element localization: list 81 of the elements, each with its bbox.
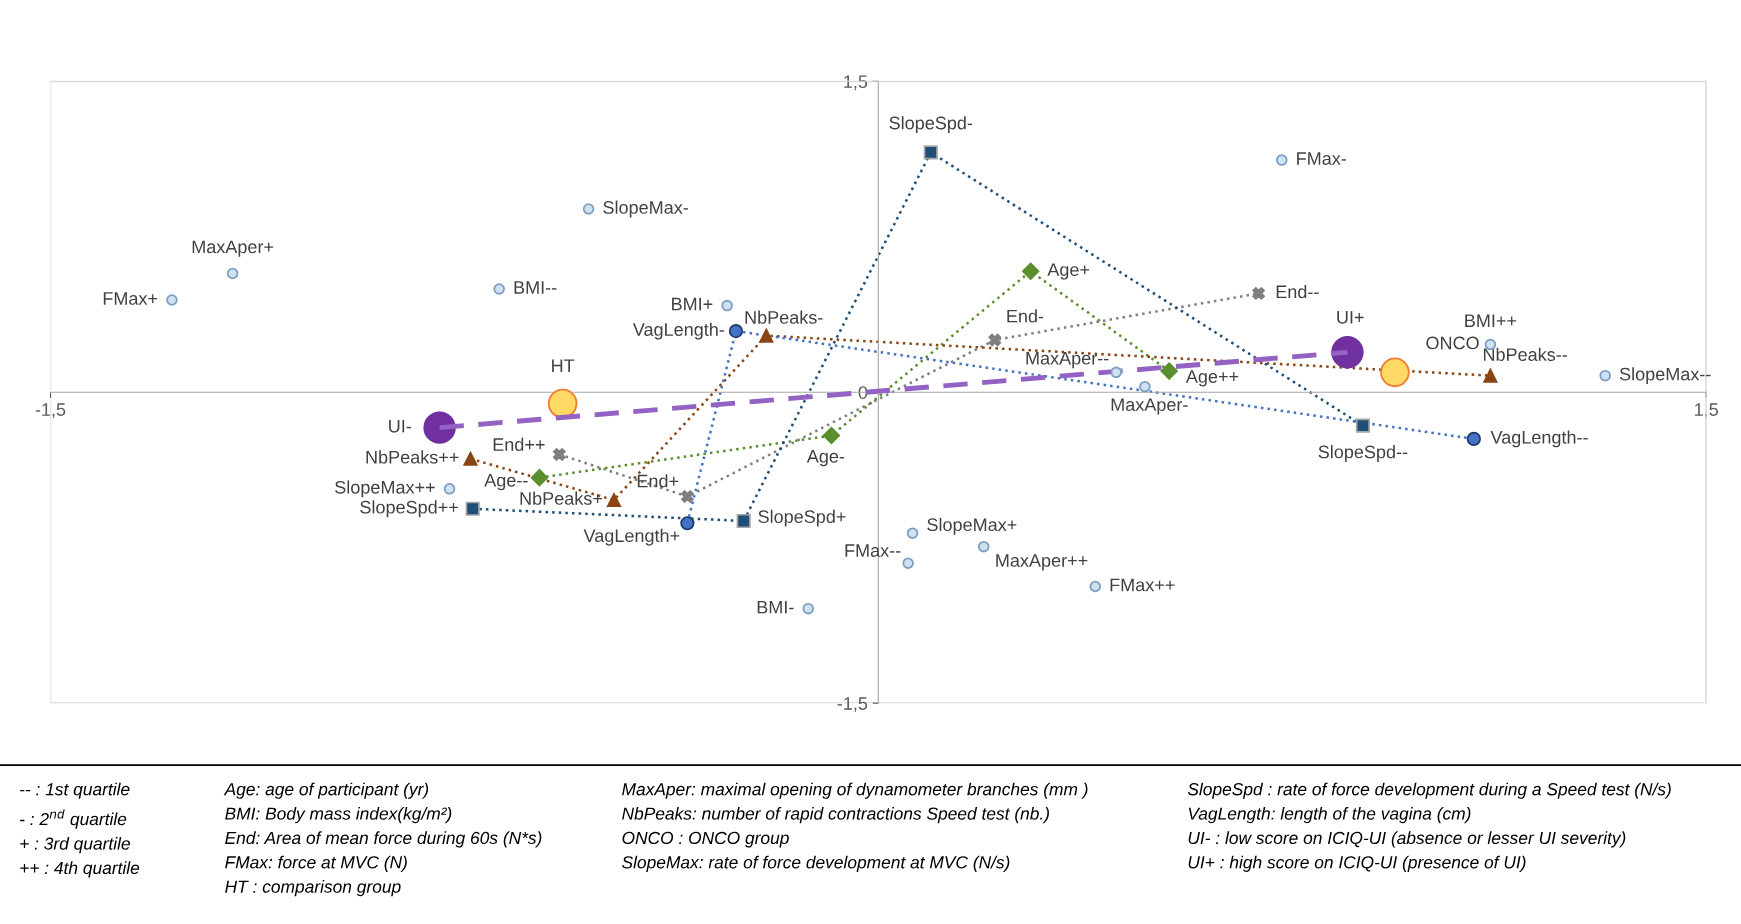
annotation: End+ bbox=[637, 474, 679, 488]
point bbox=[1466, 431, 1481, 446]
annotation: MaxAper+ bbox=[192, 240, 274, 257]
annotation: ONCO bbox=[1426, 336, 1479, 350]
annotation: SlopeMax++ bbox=[335, 480, 435, 498]
annotation: BMI- bbox=[757, 600, 794, 614]
point bbox=[552, 448, 566, 461]
point bbox=[1483, 368, 1498, 383]
point bbox=[680, 490, 694, 503]
point bbox=[759, 328, 774, 343]
point bbox=[1160, 362, 1178, 380]
annotation: Age- bbox=[806, 450, 845, 467]
point bbox=[822, 426, 841, 445]
annotation: FMax++ bbox=[1110, 578, 1175, 592]
point bbox=[1599, 369, 1611, 382]
point bbox=[802, 602, 815, 615]
point bbox=[1139, 380, 1151, 393]
annotation: SlopeMax+ bbox=[927, 517, 1017, 535]
annotation: NbPeaks-- bbox=[1483, 347, 1567, 361]
annotation: NbPeaks++ bbox=[366, 450, 459, 464]
annotation: SlopeSpd++ bbox=[360, 500, 458, 518]
point bbox=[493, 283, 505, 295]
annotation: End- bbox=[1007, 309, 1044, 323]
annotation: SlopeMax-- bbox=[1619, 367, 1711, 385]
point bbox=[1252, 286, 1265, 300]
annotation: MaxAper- bbox=[1111, 398, 1188, 415]
point bbox=[923, 145, 938, 160]
point bbox=[463, 451, 478, 466]
point bbox=[606, 492, 622, 508]
annotation: UI- bbox=[389, 419, 411, 433]
annotation: End-- bbox=[1276, 284, 1319, 299]
annotation: FMax-- bbox=[845, 544, 901, 557]
annotation: NbPeaks- bbox=[745, 310, 823, 324]
annotation: BMI+ bbox=[672, 297, 713, 311]
point bbox=[988, 333, 1002, 347]
point bbox=[582, 203, 595, 215]
text: SlopeSpd : rate of force development during a Speed test (N/s) VagLength: length of the vagina (cm) UI- : low score on ICIQ-UI (absence or lesser UI severity) UI+ : high score on ICIQ-UI (presence of UI) bbox=[1187, 782, 1671, 872]
annotation: FMax- bbox=[1297, 152, 1347, 165]
annotation: VagLength-- bbox=[1490, 430, 1588, 448]
annotation: BMI++ bbox=[1465, 314, 1517, 327]
annotation: SlopeSpd- bbox=[889, 116, 973, 133]
point bbox=[166, 294, 178, 306]
annotation: UI+ bbox=[1337, 311, 1364, 324]
point bbox=[736, 513, 751, 529]
point bbox=[1021, 262, 1040, 280]
point bbox=[721, 299, 733, 312]
annotation: Age+ bbox=[1047, 263, 1090, 280]
annotation: BMI-- bbox=[514, 281, 557, 294]
point bbox=[906, 527, 919, 539]
point bbox=[226, 267, 239, 280]
point bbox=[680, 516, 695, 531]
point bbox=[1380, 357, 1410, 388]
annotation: SlopeSpd+ bbox=[758, 509, 846, 527]
y-tick-label: -1,5 bbox=[837, 697, 868, 713]
point bbox=[1089, 580, 1101, 593]
point bbox=[902, 557, 914, 570]
annotation: MaxAper-- bbox=[1026, 352, 1109, 369]
point bbox=[530, 468, 549, 487]
annotation: SlopeMax- bbox=[603, 200, 688, 218]
point bbox=[443, 483, 456, 495]
annotation: VagLength- bbox=[632, 322, 725, 340]
y-tick-label: 1,5 bbox=[844, 75, 868, 91]
annotation: SlopeSpd-- bbox=[1318, 445, 1408, 462]
annotation: MaxAper++ bbox=[996, 554, 1088, 571]
text: MaxAper: maximal opening of dynamometer branches (mm ) NbPeaks: number of rapid contractions Speed test (nb.) ONCO : ONCO group SlopeMax: rate of force development at MVC (N/s) bbox=[622, 782, 1088, 872]
point bbox=[547, 388, 578, 419]
annotation: Age++ bbox=[1185, 370, 1239, 387]
point bbox=[977, 540, 990, 553]
annotation: NbPeaks+ bbox=[520, 491, 602, 505]
text: -- : 1st quartile - : 2$^{nd}$ quartile + : 3rd quartile ++ : 4th quartile bbox=[20, 782, 140, 878]
annotation: FMax+ bbox=[103, 292, 158, 305]
point bbox=[1355, 418, 1370, 433]
annotation: VagLength+ bbox=[583, 528, 680, 546]
point bbox=[1276, 154, 1288, 166]
annotation: End++ bbox=[493, 437, 545, 451]
point bbox=[728, 324, 744, 339]
text: Age: age of participant (yr) BMI: Body mass index(kg/m²) End: Area of mean force during 60s (N*s) FMax: force at MVC (N) HT : comparison group bbox=[223, 782, 542, 897]
annotation: Age-- bbox=[484, 474, 528, 491]
point bbox=[1110, 366, 1122, 379]
annotation: HT bbox=[552, 359, 575, 372]
point bbox=[465, 501, 480, 516]
